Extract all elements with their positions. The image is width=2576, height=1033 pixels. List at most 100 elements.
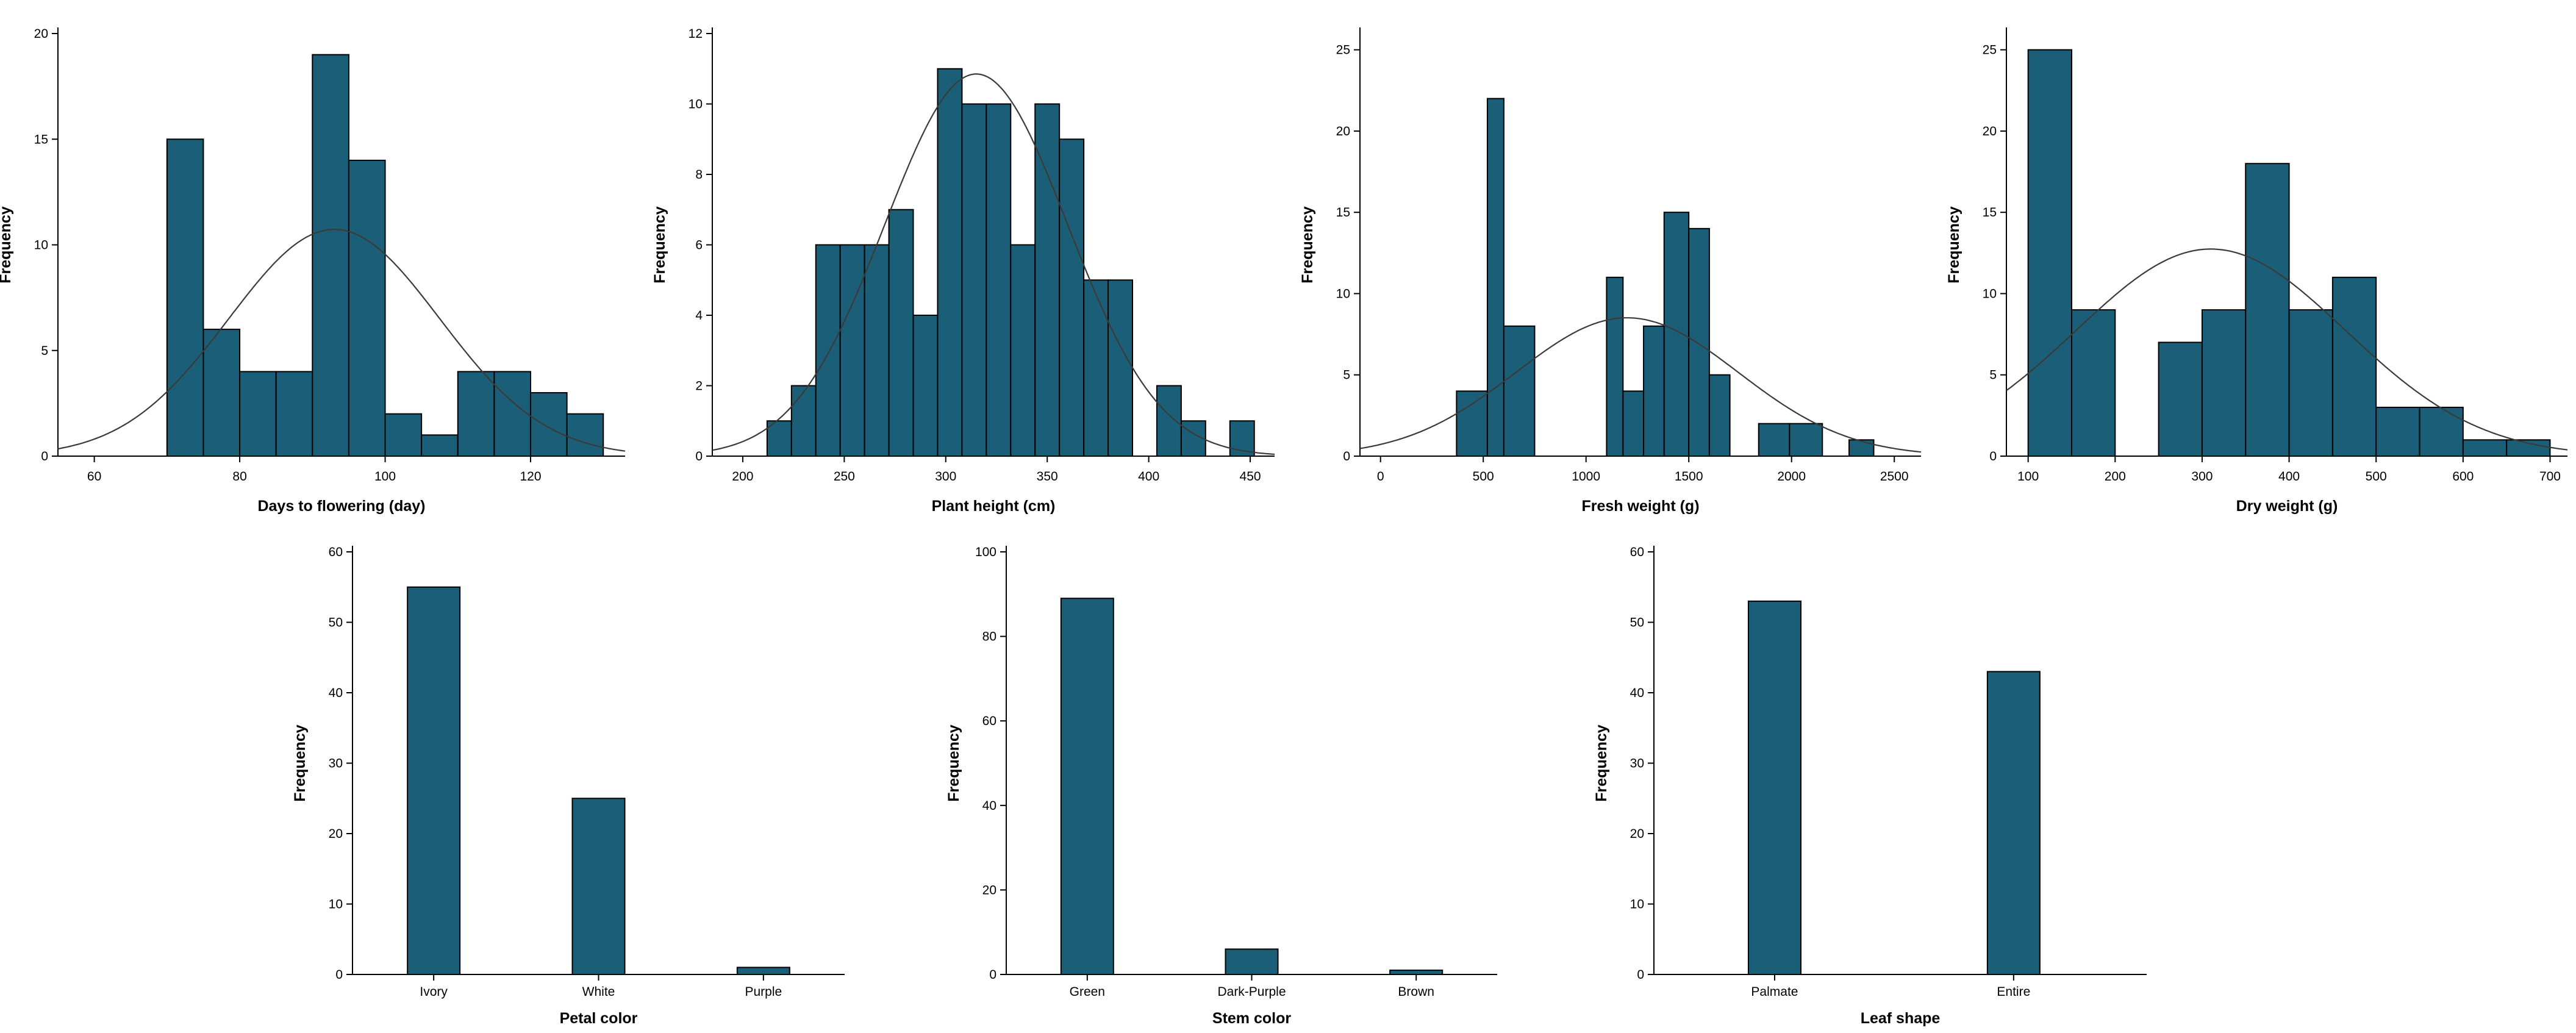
y-tick-label: 0 — [1343, 449, 1350, 463]
histogram-bar — [864, 244, 890, 457]
y-tick-label: 40 — [982, 799, 996, 813]
histogram-bar — [312, 54, 349, 457]
y-tick-label: 60 — [329, 545, 343, 559]
x-axis-title: Fresh weight (g) — [1581, 498, 1699, 515]
y-tick-label: 20 — [329, 827, 343, 841]
x-tick-label: 450 — [1240, 470, 1261, 484]
histogram-bar — [1708, 374, 1731, 457]
histogram-bar — [1606, 276, 1624, 457]
histogram-bar — [239, 371, 277, 457]
y-tick-label: 20 — [1630, 827, 1644, 841]
y-axis-title: Frequency — [945, 724, 962, 802]
x-axis-title: Days to flowering (day) — [257, 498, 425, 515]
x-category-label: Dark-Purple — [1217, 985, 1286, 999]
x-tick-label: 500 — [2366, 470, 2387, 484]
histogram-bar — [790, 385, 817, 457]
histogram-bar — [2288, 309, 2333, 457]
histogram-bar — [493, 371, 532, 457]
histogram-bar — [1663, 212, 1690, 457]
y-tick-label: 10 — [1983, 287, 1997, 301]
y-tick-label: 25 — [1983, 43, 1997, 57]
histogram-bar — [937, 68, 963, 457]
normal-curve — [1359, 317, 1922, 453]
y-tick-label: 30 — [329, 757, 343, 771]
x-tick-label: 300 — [2191, 470, 2213, 484]
y-tick-label: 50 — [329, 616, 343, 630]
histogram-bar — [275, 371, 313, 457]
chart-6: 0 10 20 30 40 50 60 Frequency Palmate Entire Leaf … — [1593, 545, 2147, 1027]
histogram-bar — [2331, 276, 2377, 457]
chart-2: 0 5 10 15 20 25 Frequency 0 500 1000 1500 2000 2500 F… — [1299, 27, 1922, 515]
x-tick-label: 500 — [1473, 470, 1494, 484]
histogram-bar — [530, 392, 568, 457]
chart-1: 0 2 4 6 8 10 12 Frequency 200 250 300 350 400 450 Plan… — [651, 27, 1275, 515]
histogram-bar — [1848, 439, 1875, 457]
x-tick-label: 300 — [935, 470, 956, 484]
y-tick-label: 10 — [329, 898, 343, 912]
histogram-bar — [986, 103, 1012, 457]
category-bar — [407, 586, 461, 975]
x-tick-label: 1500 — [1675, 470, 1703, 484]
histogram-bar — [1643, 325, 1665, 457]
histogram-bar — [1456, 390, 1488, 457]
normal-curve — [57, 229, 626, 452]
histogram-bar — [1503, 325, 1536, 457]
x-category-label: White — [582, 985, 615, 999]
y-tick-label: 4 — [695, 309, 703, 323]
x-tick-label: 400 — [1138, 470, 1159, 484]
x-axis-title: Petal color — [560, 1010, 638, 1027]
y-tick-label: 25 — [1336, 43, 1350, 57]
x-axis-title: Dry weight (g) — [2236, 498, 2338, 515]
y-tick-label: 40 — [1630, 686, 1644, 700]
y-axis-title: Frequency — [0, 206, 14, 284]
y-tick-label: 5 — [1343, 368, 1350, 382]
y-tick-label: 15 — [1983, 206, 1997, 220]
histogram-bar — [1010, 244, 1036, 457]
y-tick-label: 40 — [329, 686, 343, 700]
category-bar — [571, 798, 626, 975]
x-category-label: Entire — [1997, 985, 2030, 999]
y-tick-label: 10 — [1336, 287, 1350, 301]
histogram-bar — [421, 434, 459, 457]
x-tick-label: 0 — [1377, 470, 1384, 484]
histogram-bar — [166, 138, 204, 457]
histogram-bar — [1486, 98, 1504, 457]
x-tick-label: 80 — [232, 470, 246, 484]
y-tick-label: 100 — [975, 545, 996, 559]
category-bar — [1389, 970, 1444, 975]
chart-3: 0 5 10 15 20 25 Frequency 100 200 300 400 500 600 700… — [1945, 27, 2568, 515]
y-tick-label: 20 — [1983, 124, 1997, 138]
histogram-bar — [2506, 439, 2551, 457]
x-category-label: Ivory — [420, 985, 448, 999]
y-tick-label: 12 — [689, 27, 703, 41]
y-tick-label: 10 — [1630, 898, 1644, 912]
histogram-bar — [566, 413, 604, 457]
y-tick-label: 20 — [982, 883, 996, 897]
x-axis-title: Leaf shape — [1861, 1010, 1941, 1027]
y-tick-label: 20 — [34, 27, 48, 41]
x-tick-label: 100 — [2017, 470, 2039, 484]
x-tick-label: 120 — [520, 470, 541, 484]
normal-curve — [712, 73, 1275, 456]
histogram-bar — [1034, 103, 1061, 457]
histogram-bar — [888, 209, 914, 457]
x-tick-label: 100 — [374, 470, 396, 484]
category-bar — [1986, 671, 2041, 975]
x-category-label: Green — [1070, 985, 1105, 999]
x-tick-label: 60 — [87, 470, 101, 484]
histogram-bar — [348, 159, 386, 457]
chart-0: 0 5 10 15 20 Frequency 60 80 100 120 Days to flowe… — [0, 27, 626, 515]
histogram-bar — [2462, 439, 2508, 457]
histogram-bar — [815, 244, 841, 457]
x-tick-label: 400 — [2278, 470, 2300, 484]
chart-5: 0 20 40 60 80 100 Frequency Green Dark-Purple Bro… — [945, 545, 1497, 1027]
y-axis-title: Frequency — [292, 724, 309, 802]
y-tick-label: 10 — [689, 98, 703, 112]
histogram-bar — [1622, 390, 1645, 457]
y-tick-label: 6 — [695, 238, 703, 252]
y-tick-label: 15 — [34, 132, 48, 146]
y-tick-label: 5 — [1989, 368, 1997, 382]
y-tick-label: 80 — [982, 630, 996, 644]
histogram-bar — [1083, 279, 1109, 457]
